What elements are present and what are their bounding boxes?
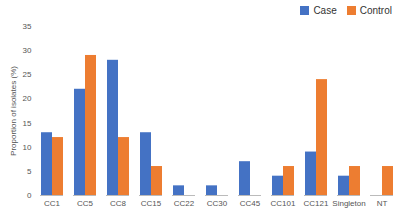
svg-text:0: 0 bbox=[27, 191, 32, 200]
svg-text:15: 15 bbox=[23, 119, 32, 128]
svg-text:Proportion of isolates (%): Proportion of isolates (%) bbox=[9, 66, 18, 156]
svg-text:CC101: CC101 bbox=[271, 199, 296, 208]
svg-text:CC22: CC22 bbox=[174, 199, 195, 208]
svg-text:CC5: CC5 bbox=[77, 199, 94, 208]
svg-text:CC45: CC45 bbox=[240, 199, 261, 208]
html-text:Control: Control bbox=[359, 4, 392, 16]
svg-text:10: 10 bbox=[23, 143, 32, 152]
svg-text:25: 25 bbox=[23, 70, 32, 79]
html-text:Case: Case bbox=[313, 4, 337, 16]
svg-text:CC1: CC1 bbox=[44, 199, 61, 208]
svg-text:NT: NT bbox=[377, 199, 388, 208]
svg-text:CC121: CC121 bbox=[304, 199, 329, 208]
svg-text:CC30: CC30 bbox=[207, 199, 228, 208]
svg-text:CC8: CC8 bbox=[110, 199, 127, 208]
svg-text:35: 35 bbox=[23, 22, 32, 31]
svg-text:Singleton: Singleton bbox=[332, 199, 365, 208]
svg-text:5: 5 bbox=[27, 167, 32, 176]
svg-text:20: 20 bbox=[23, 94, 32, 103]
svg-text:CC15: CC15 bbox=[141, 199, 162, 208]
svg-text:30: 30 bbox=[23, 46, 32, 55]
